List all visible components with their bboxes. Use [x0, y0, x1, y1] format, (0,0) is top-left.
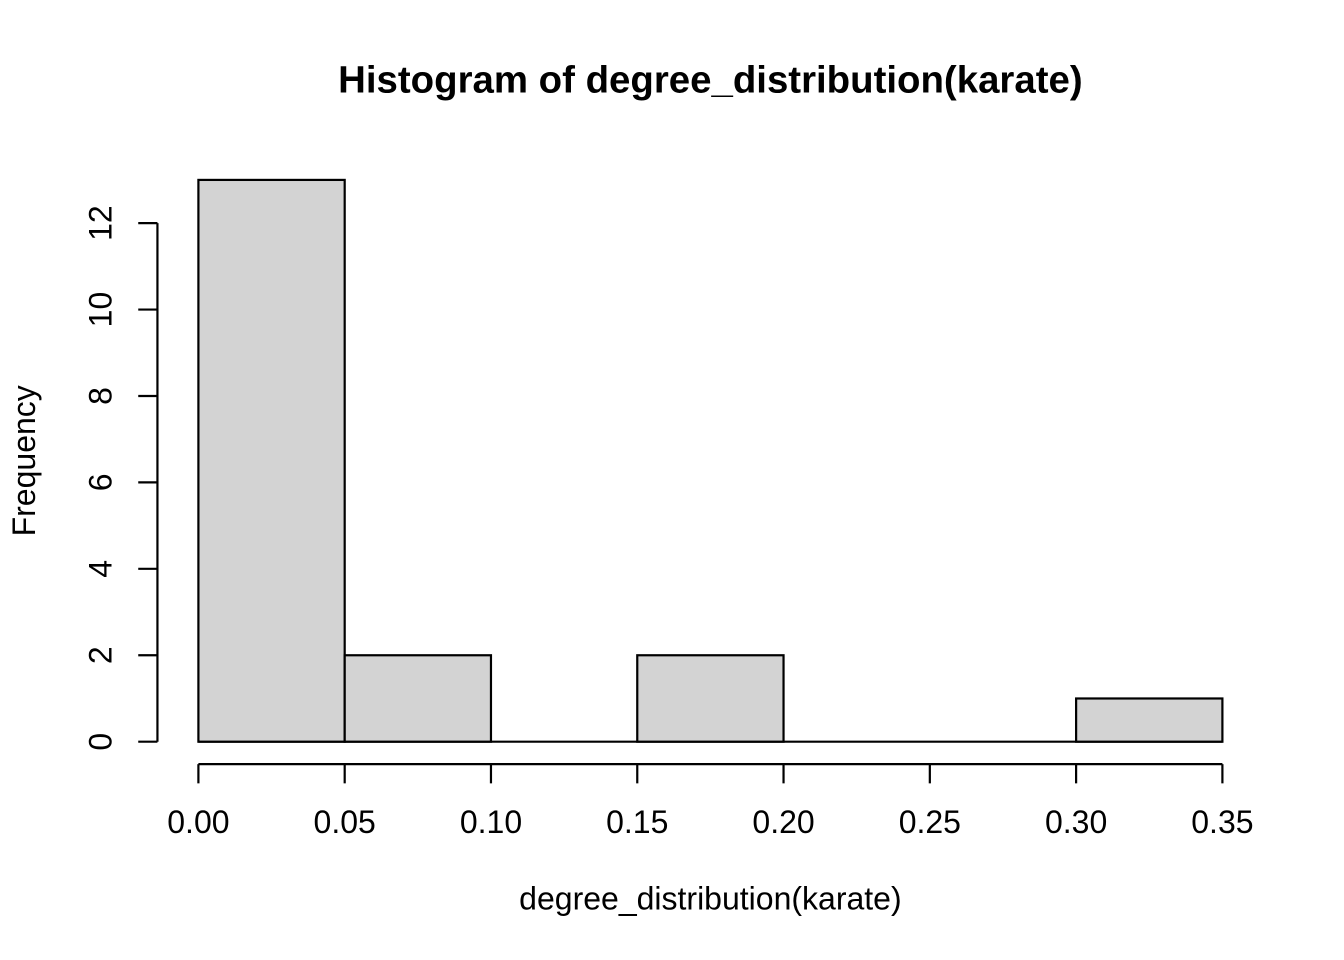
svg-text:0.35: 0.35 — [1191, 804, 1253, 840]
svg-text:Frequency: Frequency — [6, 385, 42, 536]
svg-text:0: 0 — [82, 733, 118, 751]
svg-text:0.05: 0.05 — [314, 804, 376, 840]
svg-text:0.15: 0.15 — [606, 804, 668, 840]
svg-text:12: 12 — [82, 205, 118, 241]
svg-text:0.00: 0.00 — [167, 804, 229, 840]
svg-text:0.10: 0.10 — [460, 804, 522, 840]
svg-text:6: 6 — [82, 474, 118, 492]
svg-text:degree_distribution(karate): degree_distribution(karate) — [519, 881, 901, 917]
svg-text:Histogram of degree_distributi: Histogram of degree_distribution(karate) — [338, 59, 1082, 102]
svg-text:4: 4 — [82, 560, 118, 578]
svg-text:0.20: 0.20 — [752, 804, 814, 840]
svg-text:8: 8 — [82, 387, 118, 405]
svg-text:0.30: 0.30 — [1045, 804, 1107, 840]
svg-text:10: 10 — [82, 292, 118, 328]
svg-text:0.25: 0.25 — [899, 804, 961, 840]
svg-text:2: 2 — [82, 646, 118, 664]
